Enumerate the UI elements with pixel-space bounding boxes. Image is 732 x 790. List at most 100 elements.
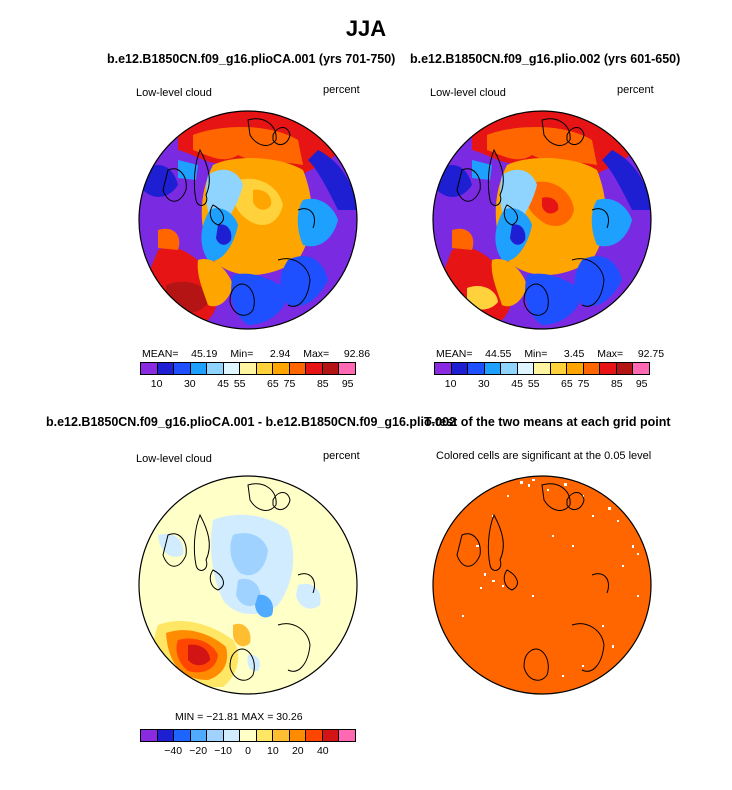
panel2-stats: MEAN= 44.55 Min= 3.45 Max= 92.75: [436, 348, 664, 360]
panel1-tick: 55: [233, 378, 246, 390]
colorbar-swatch: [256, 363, 274, 374]
panel2-title: b.e12.B1850CN.f09_g16.plio.002 (yrs 601-…: [410, 52, 681, 66]
colorbar-swatch: [240, 730, 257, 741]
panel1-tick: 75: [283, 378, 296, 390]
significance-fill: [433, 476, 651, 694]
colorbar-swatch: [240, 363, 257, 374]
panel1-units-label: percent: [323, 84, 360, 96]
panel1-max-label: Max=: [303, 348, 330, 360]
panel4-significance-map: [432, 475, 652, 695]
panel1-min-value: 2.94: [269, 348, 291, 360]
panel2-tick: 65: [561, 378, 573, 390]
colorbar-swatch: [583, 363, 601, 374]
panel1-tick: 95: [341, 378, 354, 390]
panel2-tick: 30: [477, 378, 490, 390]
panel1-min-label: Min=: [230, 348, 254, 360]
panel2-variable-label: Low-level cloud: [430, 87, 506, 99]
panel1-max-value: 92.86: [343, 348, 371, 360]
colorbar-swatch: [600, 363, 617, 374]
colorbar-swatch: [223, 730, 241, 741]
panel4-title: T-test of the two means at each grid poi…: [424, 415, 671, 429]
colorbar-swatch: [289, 363, 307, 374]
panel2-tick: 75: [577, 378, 590, 390]
colorbar-swatch: [468, 363, 485, 374]
panel1-title: b.e12.B1850CN.f09_g16.plioCA.001 (yrs 70…: [107, 52, 396, 66]
panel3-tick: 0: [245, 745, 251, 757]
panel4-subtitle: Colored cells are significant at the 0.0…: [436, 450, 652, 462]
colorbar-swatch: [207, 363, 224, 374]
colorbar-swatch: [190, 730, 208, 741]
figure-title: JJA: [345, 16, 387, 41]
panel1-variable-label: Low-level cloud: [136, 87, 212, 99]
panel2-min-value: 3.45: [563, 348, 585, 360]
colorbar-swatch: [223, 363, 241, 374]
colorbar-swatch: [141, 363, 158, 374]
panel2-tick: 45: [511, 378, 523, 390]
colorbar-swatch: [550, 363, 568, 374]
colorbar-swatch: [174, 730, 191, 741]
colorbar-swatch: [501, 363, 518, 374]
panel3-difference-map: [138, 475, 358, 695]
panel3-colorbar: [140, 729, 356, 742]
panel2-tick: 95: [635, 378, 648, 390]
panel2-units-label: percent: [617, 84, 654, 96]
panel3-tick: −20: [189, 745, 208, 757]
colorbar-swatch: [633, 363, 649, 374]
panel3-variable-label: Low-level cloud: [136, 453, 212, 465]
panel3-tick: 20: [291, 745, 304, 757]
panel1-polar-map: [138, 110, 358, 330]
panel2-min-label: Min=: [524, 348, 548, 360]
panel3-tick: 40: [316, 745, 329, 757]
panel1-tick: 65: [267, 378, 279, 390]
panel2-polar-map: [432, 110, 652, 330]
colorbar-swatch: [306, 730, 323, 741]
colorbar-swatch: [322, 730, 340, 741]
panel2-max-label: Max=: [597, 348, 624, 360]
colorbar-swatch: [157, 363, 175, 374]
colorbar-swatch: [256, 730, 274, 741]
panel3-tick: 10: [267, 745, 279, 757]
colorbar-swatch: [534, 363, 551, 374]
panel1-colorbar-labels: 10 30 45 55 65 75 85 95: [140, 378, 356, 392]
panel1-tick: 85: [316, 378, 329, 390]
panel2-max-value: 92.75: [637, 348, 665, 360]
colorbar-swatch: [567, 363, 584, 374]
panel1-mean-label: MEAN=: [142, 348, 179, 360]
colorbar-swatch: [273, 363, 290, 374]
panel2-colorbar: [434, 362, 650, 375]
colorbar-swatch: [207, 730, 224, 741]
colorbar-swatch: [451, 363, 469, 374]
colorbar-swatch: [435, 363, 452, 374]
colorbar-swatch: [190, 363, 208, 374]
panel3-title: b.e12.B1850CN.f09_g16.plioCA.001 - b.e12…: [46, 415, 456, 429]
colorbar-swatch: [306, 363, 323, 374]
panel3-tick: −10: [214, 745, 232, 757]
panel1-stats: MEAN= 45.19 Min= 2.94 Max= 92.86: [142, 348, 370, 360]
panel3-colorbar-labels: −40 −20 −10 0 10 20 40: [140, 745, 356, 759]
panel1-colorbar: [140, 362, 356, 375]
panel3-stats: MIN = −21.81 MAX = 30.26: [175, 711, 303, 723]
panel2-mean-value: 44.55: [485, 348, 512, 360]
panel3-tick: −40: [164, 745, 183, 757]
panel2-tick: 85: [610, 378, 623, 390]
panel1-tick: 45: [217, 378, 229, 390]
colorbar-swatch: [141, 730, 158, 741]
colorbar-swatch: [339, 730, 355, 741]
panel2-tick: 10: [444, 378, 457, 390]
panel2-colorbar-labels: 10 30 45 55 65 75 85 95: [434, 378, 650, 392]
panel2-mean-label: MEAN=: [436, 348, 473, 360]
panel3-units-label: percent: [323, 450, 360, 462]
colorbar-swatch: [339, 363, 355, 374]
colorbar-swatch: [157, 730, 175, 741]
colorbar-swatch: [484, 363, 502, 374]
panel1-tick: 30: [183, 378, 196, 390]
colorbar-swatch: [517, 363, 535, 374]
panel2-tick: 55: [527, 378, 540, 390]
colorbar-swatch: [322, 363, 340, 374]
panel1-mean-value: 45.19: [191, 348, 218, 360]
colorbar-swatch: [273, 730, 290, 741]
panel1-tick: 10: [150, 378, 163, 390]
colorbar-swatch: [616, 363, 634, 374]
colorbar-swatch: [174, 363, 191, 374]
colorbar-swatch: [289, 730, 307, 741]
